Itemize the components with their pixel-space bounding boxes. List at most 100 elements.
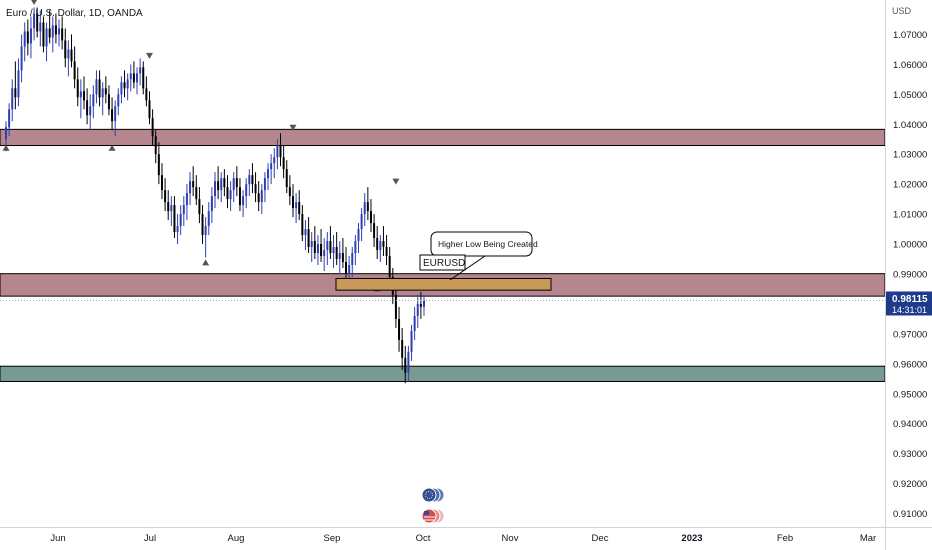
zone-resistance-upper[interactable] xyxy=(0,128,886,147)
higher-low-box[interactable] xyxy=(335,277,552,291)
candle-body xyxy=(58,28,61,35)
candle-body xyxy=(23,31,26,47)
current-price-background xyxy=(886,291,932,316)
price-tick-label: 0.94000 xyxy=(893,419,927,430)
candle-body xyxy=(229,190,232,200)
candle-body xyxy=(226,187,229,200)
candle-body xyxy=(394,294,397,319)
candle-body xyxy=(369,211,372,224)
candle-body xyxy=(61,28,64,41)
candle-body xyxy=(382,241,385,248)
candle-body xyxy=(329,241,332,254)
callout-pointer xyxy=(449,255,486,281)
candle-body xyxy=(173,205,176,233)
candle-body xyxy=(104,88,107,95)
candle-body xyxy=(279,145,282,158)
candle-body xyxy=(398,318,401,340)
candle-body xyxy=(295,202,298,209)
candle-body xyxy=(17,70,20,98)
candle-body xyxy=(273,157,276,164)
candle-body xyxy=(89,106,92,116)
price-tick-label: 1.03000 xyxy=(893,150,927,161)
candle-body xyxy=(263,178,266,191)
candle-body xyxy=(210,196,213,212)
candle-body xyxy=(182,205,185,215)
candle-body xyxy=(345,262,348,274)
candle-body xyxy=(73,61,76,80)
candle-body xyxy=(270,163,273,170)
candle-body xyxy=(388,256,391,277)
candle-body xyxy=(366,202,369,212)
swing-high-marker xyxy=(392,178,400,185)
candle-body xyxy=(86,100,89,116)
candle-body xyxy=(304,229,307,236)
candle-body xyxy=(195,187,198,200)
candle-body xyxy=(45,28,48,47)
annotation-layer: Higher Low Being Created EURUSD xyxy=(335,231,552,291)
candle-body xyxy=(5,127,7,140)
candle-body xyxy=(20,46,23,71)
candle-body xyxy=(326,241,329,251)
candle-body xyxy=(120,82,123,95)
price-tick-label: 1.07000 xyxy=(893,30,927,41)
flag-icons xyxy=(421,487,445,524)
candle-body xyxy=(39,22,42,32)
candle-body xyxy=(126,79,129,89)
candle-body xyxy=(101,88,104,98)
candle-body xyxy=(154,136,157,155)
callout-box[interactable] xyxy=(430,231,533,257)
candle-body xyxy=(192,181,195,188)
price-tick-label: 0.92000 xyxy=(893,479,927,490)
candle-body xyxy=(332,247,335,254)
candle-body xyxy=(351,253,354,265)
current-price-tag: 0.98115 14:31:01 xyxy=(886,291,932,316)
candle-body xyxy=(157,154,160,176)
candle-body xyxy=(201,214,204,236)
price-tick-label: 1.04000 xyxy=(893,120,927,131)
candle-body xyxy=(379,241,382,251)
candle-body xyxy=(207,211,210,227)
candle-body xyxy=(376,238,379,251)
candle-body xyxy=(95,79,98,95)
candle-body xyxy=(29,28,32,44)
price-tick-label: 1.01000 xyxy=(893,210,927,221)
candle-body xyxy=(79,91,82,98)
candle-body xyxy=(348,264,351,274)
swing-high-marker xyxy=(289,124,297,131)
candle-body xyxy=(285,169,288,188)
price-tick-label: 1.00000 xyxy=(893,240,927,251)
candle-body xyxy=(176,226,179,233)
chart-title: Euro / U.S. Dollar, 1D, OANDA xyxy=(6,8,143,19)
price-tick-label: 0.93000 xyxy=(893,449,927,460)
price-axis[interactable]: USD 1.07000 1.06000 1.05000 1.04000 1.03000 1… xyxy=(885,0,928,550)
candle-body xyxy=(160,175,163,191)
candle-body xyxy=(148,100,151,119)
candle-body xyxy=(114,106,117,122)
candle-body xyxy=(282,157,285,170)
candle-body xyxy=(142,67,145,89)
candle-body xyxy=(320,244,323,257)
candle-body xyxy=(67,49,70,59)
symbol-label-box[interactable] xyxy=(419,254,466,271)
current-price-value: 0.98115 xyxy=(892,294,928,305)
candle-body xyxy=(363,202,366,215)
candle-body xyxy=(167,202,170,212)
candle-body xyxy=(70,49,73,62)
candle-body xyxy=(98,79,101,98)
time-tick-label: Sep xyxy=(324,533,341,544)
candle-body xyxy=(410,330,413,352)
candle-body xyxy=(132,73,135,83)
candle-body xyxy=(291,196,294,209)
candle-body xyxy=(145,88,148,101)
candle-countdown: 14:31:01 xyxy=(892,305,927,315)
candle-body xyxy=(26,31,29,44)
candle-body xyxy=(220,178,223,191)
candle-body xyxy=(357,229,360,242)
zone-support[interactable] xyxy=(0,365,886,382)
candle-body xyxy=(413,315,416,331)
candle-body xyxy=(238,187,241,206)
candle-body xyxy=(185,193,188,206)
candle-body xyxy=(223,178,226,188)
candle-body xyxy=(267,169,270,179)
time-axis[interactable]: Jun Jul Aug Sep Oct Nov Dec 2023 Feb Mar xyxy=(0,527,932,545)
